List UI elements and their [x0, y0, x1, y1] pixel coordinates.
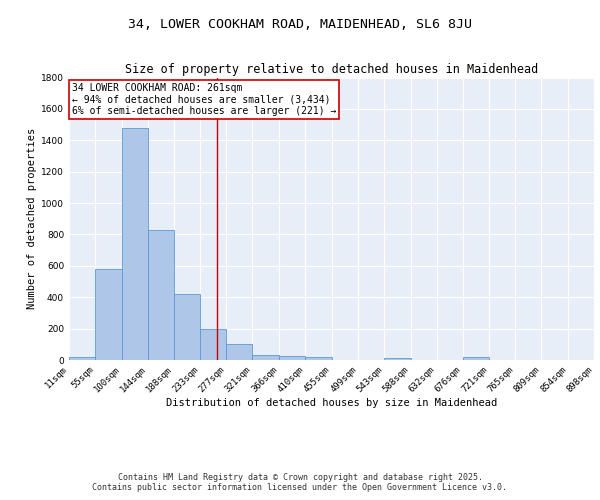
Text: Contains HM Land Registry data © Crown copyright and database right 2025.
Contai: Contains HM Land Registry data © Crown c…: [92, 473, 508, 492]
Y-axis label: Number of detached properties: Number of detached properties: [27, 128, 37, 310]
Title: Size of property relative to detached houses in Maidenhead: Size of property relative to detached ho…: [125, 64, 538, 76]
Bar: [305, 357, 332, 360]
Bar: [122, 128, 148, 360]
Text: 34, LOWER COOKHAM ROAD, MAIDENHEAD, SL6 8JU: 34, LOWER COOKHAM ROAD, MAIDENHEAD, SL6 …: [128, 18, 472, 30]
Bar: [148, 230, 174, 360]
X-axis label: Distribution of detached houses by size in Maidenhead: Distribution of detached houses by size …: [166, 398, 497, 408]
Bar: [384, 358, 410, 360]
Bar: [279, 356, 305, 360]
Bar: [253, 354, 279, 360]
Bar: [226, 344, 253, 360]
Bar: [174, 294, 200, 360]
Bar: [463, 357, 489, 360]
Bar: [95, 269, 122, 360]
Bar: [69, 357, 95, 360]
Text: 34 LOWER COOKHAM ROAD: 261sqm
← 94% of detached houses are smaller (3,434)
6% of: 34 LOWER COOKHAM ROAD: 261sqm ← 94% of d…: [71, 83, 336, 116]
Bar: [200, 328, 226, 360]
